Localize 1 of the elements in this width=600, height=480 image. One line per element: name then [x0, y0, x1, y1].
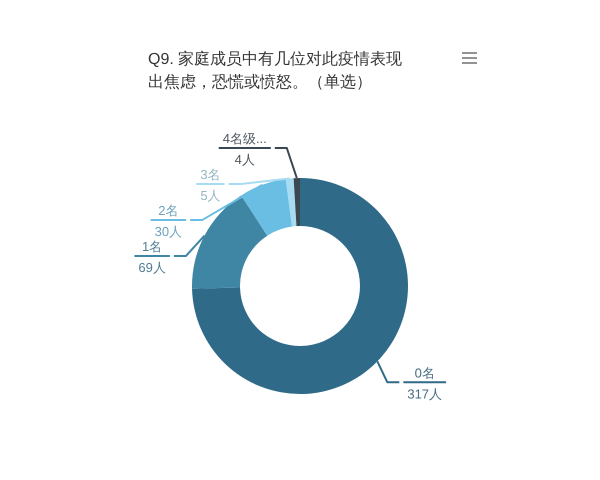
title: Q9. 家庭成员中有几位对此疫情表现出焦虑，恐慌或愤怒。（单选）	[148, 50, 404, 93]
